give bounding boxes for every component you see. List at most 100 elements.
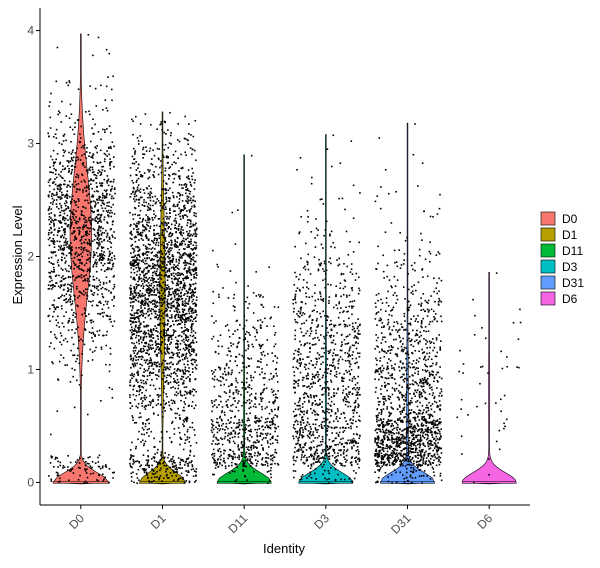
point	[234, 416, 236, 418]
point	[99, 214, 102, 217]
point	[92, 265, 94, 268]
point	[169, 310, 171, 312]
point	[188, 240, 190, 243]
point	[186, 328, 188, 330]
point	[183, 308, 186, 311]
point	[248, 358, 250, 360]
point	[190, 291, 193, 294]
point	[140, 305, 142, 307]
point	[71, 468, 74, 470]
point	[192, 394, 195, 397]
point	[59, 214, 62, 217]
point	[179, 282, 182, 285]
point	[62, 183, 65, 186]
point	[161, 295, 163, 297]
point	[244, 388, 246, 390]
point	[91, 210, 93, 213]
point	[50, 262, 52, 264]
point	[132, 278, 134, 280]
point	[271, 423, 274, 426]
point	[191, 312, 193, 314]
point	[133, 318, 136, 321]
point	[160, 194, 162, 197]
point	[185, 317, 187, 319]
point	[175, 310, 178, 312]
point	[161, 230, 164, 232]
point	[276, 381, 279, 383]
point	[192, 264, 195, 266]
point	[135, 299, 138, 302]
point	[154, 453, 156, 455]
point	[211, 402, 214, 404]
point	[144, 469, 147, 472]
point	[62, 177, 64, 180]
point	[178, 272, 181, 275]
point	[258, 343, 261, 346]
point	[133, 259, 135, 261]
point	[187, 232, 190, 235]
point	[109, 180, 112, 183]
point	[163, 274, 166, 277]
point	[135, 347, 137, 349]
point	[228, 422, 231, 425]
point	[194, 311, 197, 314]
point	[162, 188, 164, 190]
point	[138, 255, 141, 258]
point	[146, 285, 149, 287]
point	[144, 404, 147, 407]
point	[277, 408, 280, 411]
point	[179, 390, 182, 392]
point	[162, 224, 165, 227]
point	[178, 323, 181, 325]
point	[131, 337, 133, 340]
point	[137, 214, 139, 217]
point	[137, 292, 140, 295]
point	[83, 294, 85, 296]
point	[64, 202, 66, 205]
point	[154, 195, 157, 198]
point	[134, 349, 137, 352]
point	[262, 377, 265, 379]
point	[112, 197, 115, 200]
point	[142, 428, 145, 431]
point	[274, 448, 277, 451]
point	[106, 175, 109, 177]
point	[98, 170, 101, 173]
point	[59, 175, 62, 177]
point	[261, 426, 263, 428]
point	[130, 287, 132, 290]
point	[145, 146, 147, 148]
point	[317, 459, 320, 462]
point	[236, 345, 239, 348]
point	[109, 158, 111, 160]
point	[182, 209, 185, 212]
point	[108, 363, 111, 366]
point	[70, 257, 73, 260]
point	[71, 302, 74, 305]
point	[151, 247, 154, 249]
point	[148, 308, 151, 310]
point	[137, 370, 139, 373]
point	[136, 264, 138, 266]
point	[166, 244, 169, 246]
point	[183, 294, 185, 296]
point	[155, 224, 158, 227]
point	[193, 429, 196, 431]
point	[193, 241, 196, 243]
point	[274, 462, 276, 465]
point	[165, 475, 168, 477]
point	[255, 441, 257, 444]
point	[92, 157, 94, 159]
point	[165, 215, 167, 218]
point	[163, 246, 166, 248]
point	[106, 150, 108, 152]
point	[132, 463, 134, 465]
point	[168, 276, 171, 278]
point	[147, 196, 149, 199]
point	[144, 113, 147, 115]
point	[93, 229, 96, 231]
point	[178, 192, 181, 195]
point	[238, 371, 241, 374]
point	[105, 195, 107, 198]
point	[156, 287, 158, 290]
